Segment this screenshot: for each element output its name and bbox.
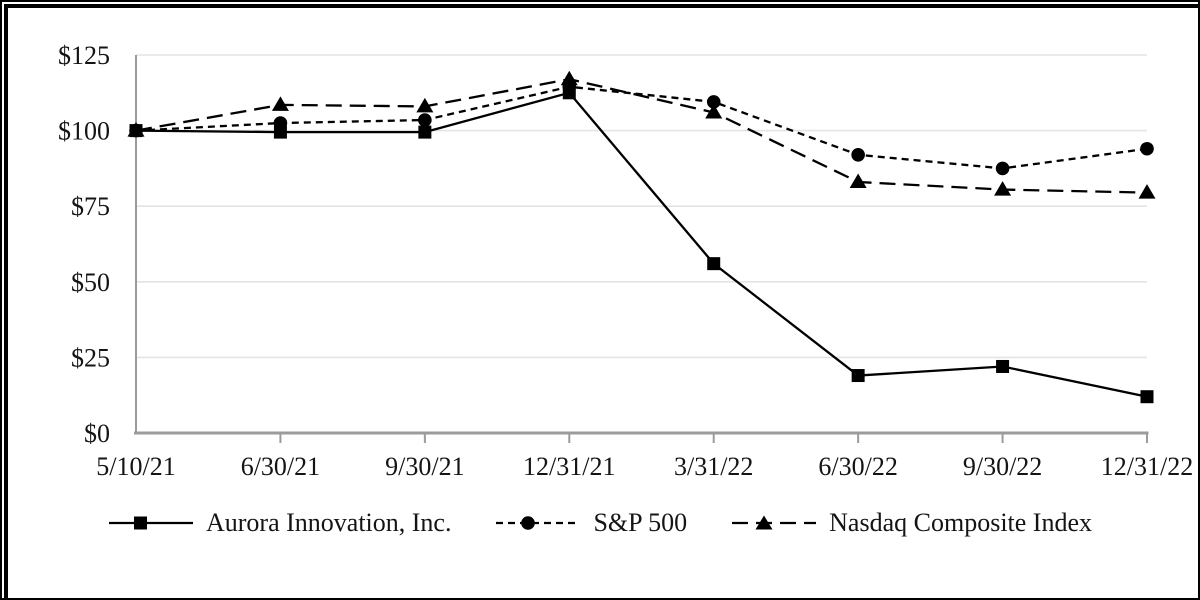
nasdaq-composite-index-line <box>135 78 1148 194</box>
y-axis-label: $25 <box>71 343 110 372</box>
legend-key-dashed-line-circle-icon <box>496 516 581 530</box>
y-axis-label: $50 <box>71 268 110 297</box>
chart-legend: Aurora Innovation, Inc. S&P 500 Nasdaq C… <box>0 508 1200 538</box>
nasdaq-composite-index-point <box>416 97 434 113</box>
s-p-500-point <box>995 161 1010 176</box>
legend-label-aurora-innovation: Aurora Innovation, Inc. <box>205 508 452 537</box>
legend-key-solid-line-square-icon <box>108 516 193 530</box>
x-axis-label: 6/30/21 <box>241 452 320 481</box>
nasdaq-composite-index-point <box>705 103 723 119</box>
y-axis-label: $0 <box>84 419 110 448</box>
s-p-500-point <box>851 147 865 162</box>
x-axis-label: 12/31/22 <box>1101 452 1193 481</box>
x-axis-label: 3/31/22 <box>674 452 753 481</box>
nasdaq-composite-index-point <box>271 96 289 111</box>
aurora-innovation-inc-point <box>418 125 432 139</box>
x-axis-label: 9/30/22 <box>963 452 1042 481</box>
x-axis-label: 5/10/21 <box>96 452 175 481</box>
aurora-innovation-inc-point <box>996 359 1010 373</box>
s-p-500-point <box>706 95 721 109</box>
aurora-innovation-inc-point <box>1140 390 1154 404</box>
aurora-innovation-inc-line <box>135 91 1148 398</box>
nasdaq-composite-index-point <box>127 122 145 137</box>
legend-label-nasdaq-composite: Nasdaq Composite Index <box>829 508 1092 537</box>
x-axis-label: 9/30/21 <box>385 452 464 481</box>
x-axis-label: 6/30/22 <box>818 452 897 481</box>
legend-label-sp500: S&P 500 <box>593 508 688 537</box>
nasdaq-composite-index-point <box>560 70 578 86</box>
s-p-500-point <box>418 113 432 127</box>
nasdaq-composite-index-point <box>994 181 1012 196</box>
x-axis-label: 12/31/21 <box>523 452 615 481</box>
legend-item-nasdaq-composite: Nasdaq Composite Index <box>731 508 1092 538</box>
y-axis-label: $100 <box>58 117 110 146</box>
legend-item-aurora-innovation: Aurora Innovation, Inc. <box>108 508 451 538</box>
aurora-innovation-inc-point <box>851 369 865 383</box>
y-axis-label: $125 <box>58 41 110 70</box>
nasdaq-composite-index-point <box>1138 184 1156 199</box>
y-axis-label: $75 <box>71 192 110 221</box>
s-p-500-point <box>1140 141 1154 156</box>
aurora-innovation-inc-point <box>707 257 721 271</box>
s-p-500-line <box>135 85 1148 170</box>
legend-key-long-dash-line-triangle-icon <box>732 515 817 530</box>
nasdaq-composite-index-point <box>849 173 867 189</box>
legend-item-sp500: S&P 500 <box>495 508 687 538</box>
s-p-500-point <box>273 116 288 130</box>
